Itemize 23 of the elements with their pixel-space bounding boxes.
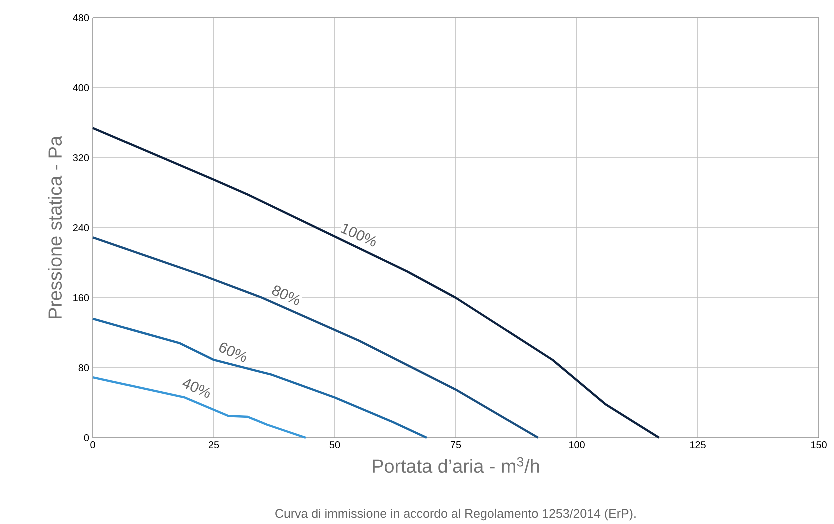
line-series bbox=[92, 318, 428, 440]
x-tick-label: 150 bbox=[811, 442, 827, 449]
y-tick-label: 0 bbox=[84, 434, 90, 442]
y-tick-label: 320 bbox=[73, 154, 90, 162]
line-series bbox=[92, 127, 660, 440]
x-tick-label: 0 bbox=[90, 442, 96, 449]
y-tick-label: 480 bbox=[73, 14, 90, 22]
x-tick-label: 25 bbox=[208, 442, 220, 449]
y-tick-label: 240 bbox=[73, 224, 90, 232]
y-tick-label: 80 bbox=[78, 364, 90, 372]
annotation: 100% bbox=[340, 224, 376, 247]
annotation: 40% bbox=[182, 379, 210, 398]
text: Curva di immissione in accordo al Regolamento 1253/2014 (ErP). bbox=[276, 509, 636, 521]
x-tick-label: 100 bbox=[569, 442, 585, 449]
x-tick-label: 75 bbox=[450, 442, 462, 449]
annotation: 60% bbox=[220, 342, 247, 362]
y-tick-label: 400 bbox=[73, 84, 90, 92]
x-axis-title: Portata d’aria - m$^{3}$/h bbox=[373, 457, 540, 474]
x-tick-label: 125 bbox=[690, 442, 706, 449]
y-tick-label: 160 bbox=[74, 294, 90, 302]
x-tick-label: 50 bbox=[330, 442, 340, 449]
y-axis-title: Pressione statica - Pa bbox=[48, 136, 62, 319]
annotation: 80% bbox=[272, 286, 300, 306]
